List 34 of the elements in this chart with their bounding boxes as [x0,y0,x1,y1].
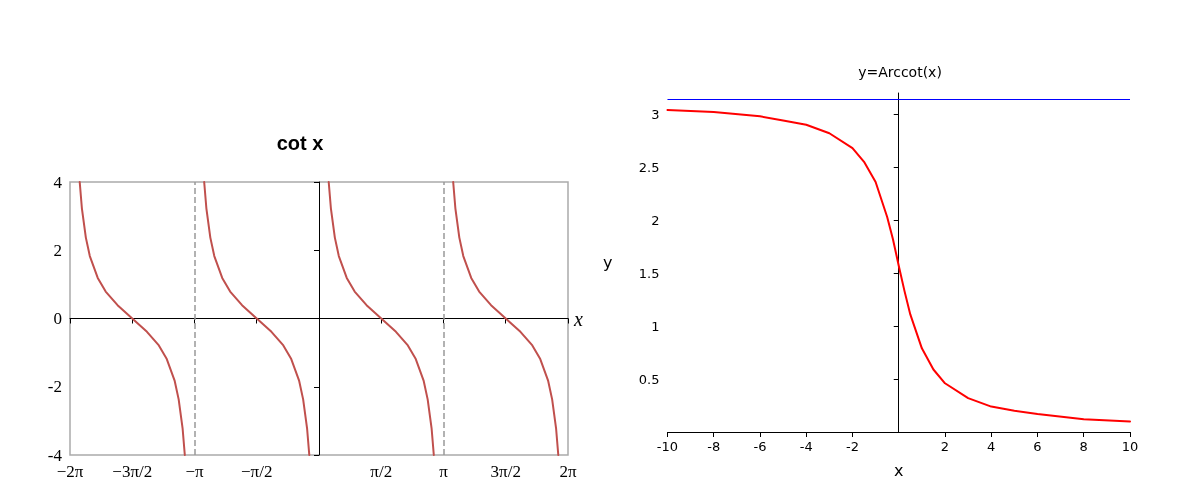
y-axis-title: y [603,253,613,272]
x-tick-label: 3π/2 [490,462,521,481]
x-tick-label: −2π [56,462,84,481]
x-tick-label: π [439,462,449,481]
x-tick-label: 2 [940,439,950,454]
y-tick-label: 2.5 [638,159,660,175]
x-tick-label: 4 [987,439,996,454]
x-tick-label: −3π/2 [112,462,153,481]
x-tick-label: -2 [846,439,859,454]
x-tick-label: -4 [799,439,813,454]
y-tick-label: 1 [651,318,660,334]
x-axis-title: x [894,460,904,480]
x-tick-label: 8 [1079,439,1088,454]
y-tick-label: 2 [53,240,62,260]
y-tick-label: 2 [651,212,660,228]
x-tick-label: 2π [559,462,577,481]
y-tick-label: 4 [53,172,63,192]
y-tick-label: 0 [53,309,62,328]
x-tick-label: −π [185,462,204,481]
y-tick-label: 1.5 [638,265,660,281]
x-tick-label: -8 [707,439,721,454]
x-tick-label: −π/2 [241,462,273,481]
x-tick-label: -10 [656,439,679,454]
y-tick-label: 3 [651,106,660,122]
x-axis-title: x [573,307,583,330]
x-tick-label: 6 [1033,439,1042,454]
x-tick-label: -6 [753,439,767,454]
chart-title: y=Arccot(x) [858,64,942,80]
x-tick-label: π/2 [370,462,393,481]
x-tick-label: 10 [1121,439,1139,454]
chart-title: cot x [276,132,324,154]
y-tick-label: -2 [47,377,62,397]
y-tick-label: 0.5 [638,371,660,387]
line-series [666,108,1131,423]
